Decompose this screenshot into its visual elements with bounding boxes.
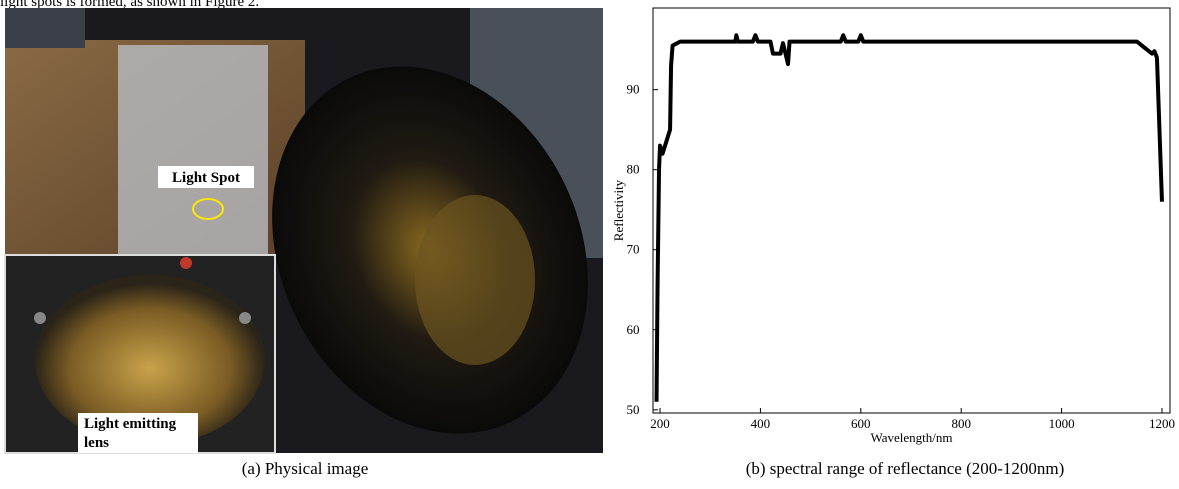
x-axis-label: Wavelength/nm [871,430,953,445]
lens-label: lens [84,435,109,451]
x-tick-label: 400 [751,416,771,431]
plot-frame [652,7,1171,414]
x-tick-label: 200 [650,416,670,431]
data-line [654,33,1164,402]
y-tick-label: 50 [627,402,640,417]
x-tick-label: 1200 [1149,416,1175,431]
chart: 200 400 600 800 1000 1200 50 60 70 80 90 Wavelength… [611,7,1175,445]
x-tick-label: 600 [851,416,871,431]
y-axis-label: Reflectivity [611,179,626,241]
photo: Light Spot Light emitting lens [4,8,603,454]
y-tick-label: 80 [627,162,640,177]
caption: (b) spectral range of reflectance (200-1… [746,459,1065,478]
y-tick-label: 70 [627,242,640,257]
lens-label: Light emitting [84,416,177,432]
header-text: light spots is formed, as shown in Figur… [0,0,259,10]
caption: (a) Physical image [242,459,369,478]
y-tick-label: 60 [627,322,640,337]
y-tick-label: 90 [627,82,640,97]
x-tick-label: 800 [951,416,971,431]
spot-label: Light Spot [172,170,240,186]
x-tick-label: 1000 [1049,416,1075,431]
